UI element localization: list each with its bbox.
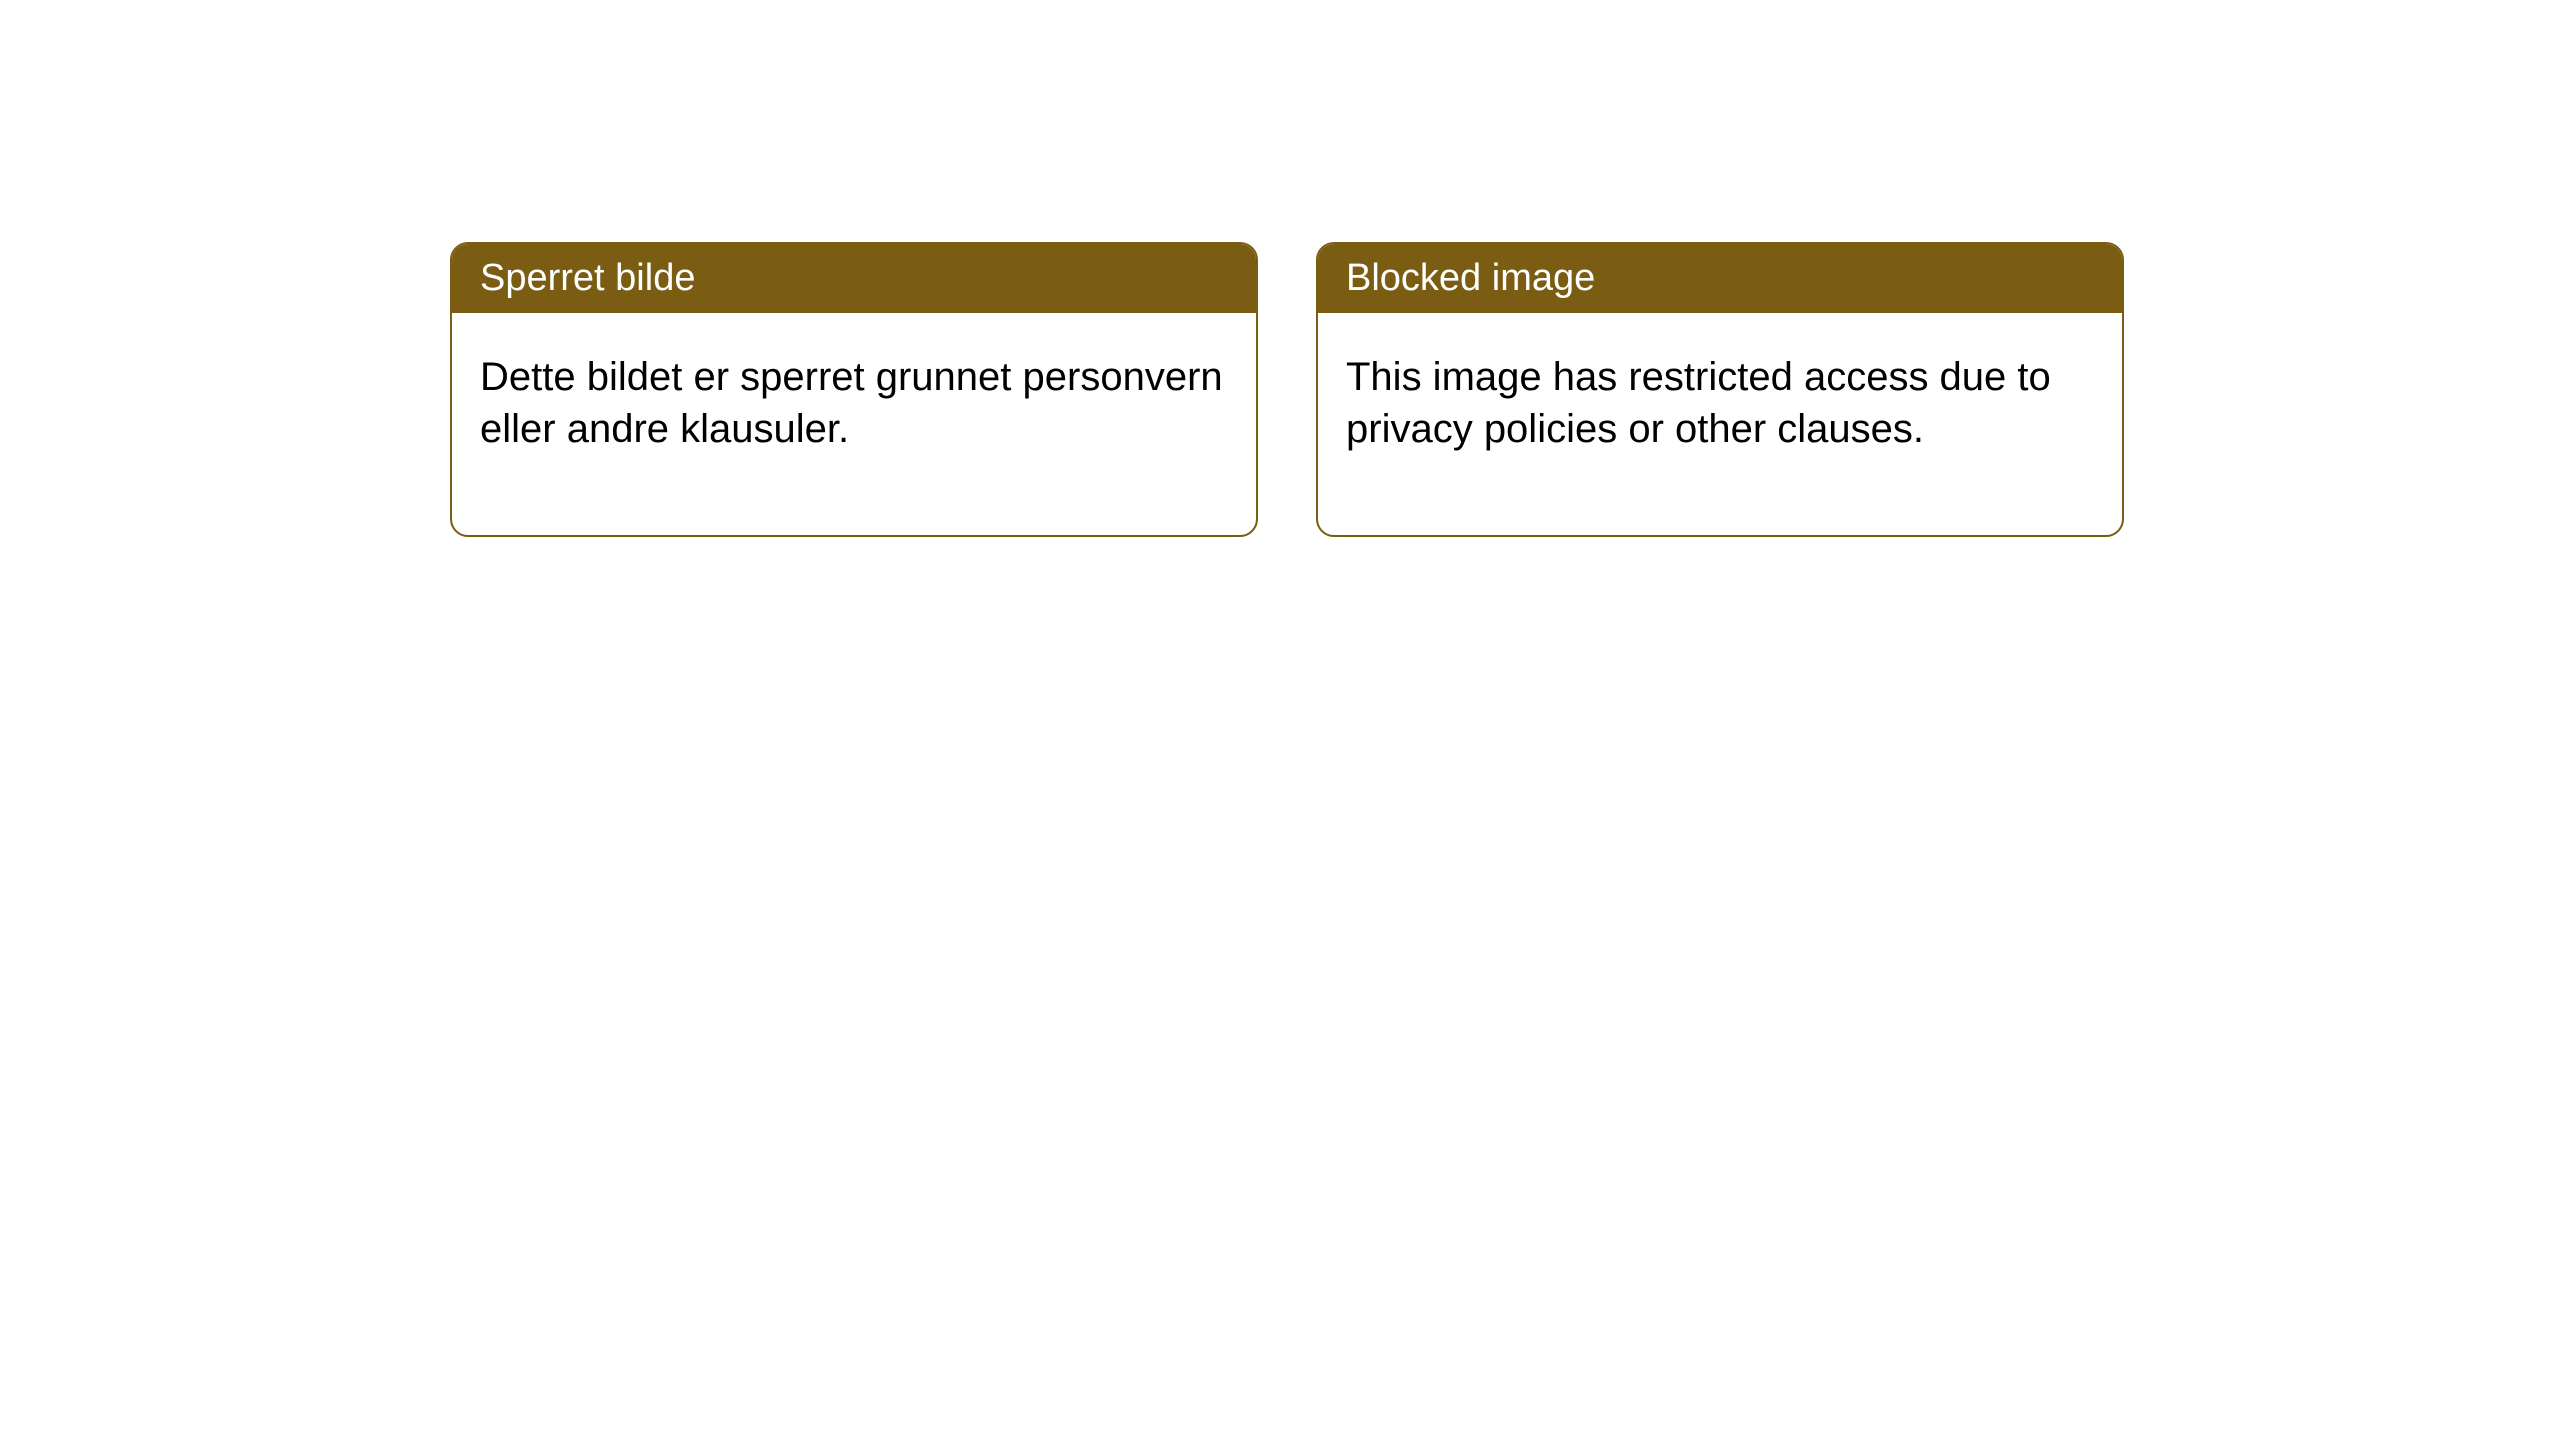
notice-card-norwegian: Sperret bilde Dette bildet er sperret gr… xyxy=(450,242,1258,537)
notice-body-norwegian: Dette bildet er sperret grunnet personve… xyxy=(452,313,1256,535)
notice-container: Sperret bilde Dette bildet er sperret gr… xyxy=(0,0,2560,537)
notice-title-english: Blocked image xyxy=(1318,244,2122,313)
notice-title-norwegian: Sperret bilde xyxy=(452,244,1256,313)
notice-card-english: Blocked image This image has restricted … xyxy=(1316,242,2124,537)
notice-body-english: This image has restricted access due to … xyxy=(1318,313,2122,535)
